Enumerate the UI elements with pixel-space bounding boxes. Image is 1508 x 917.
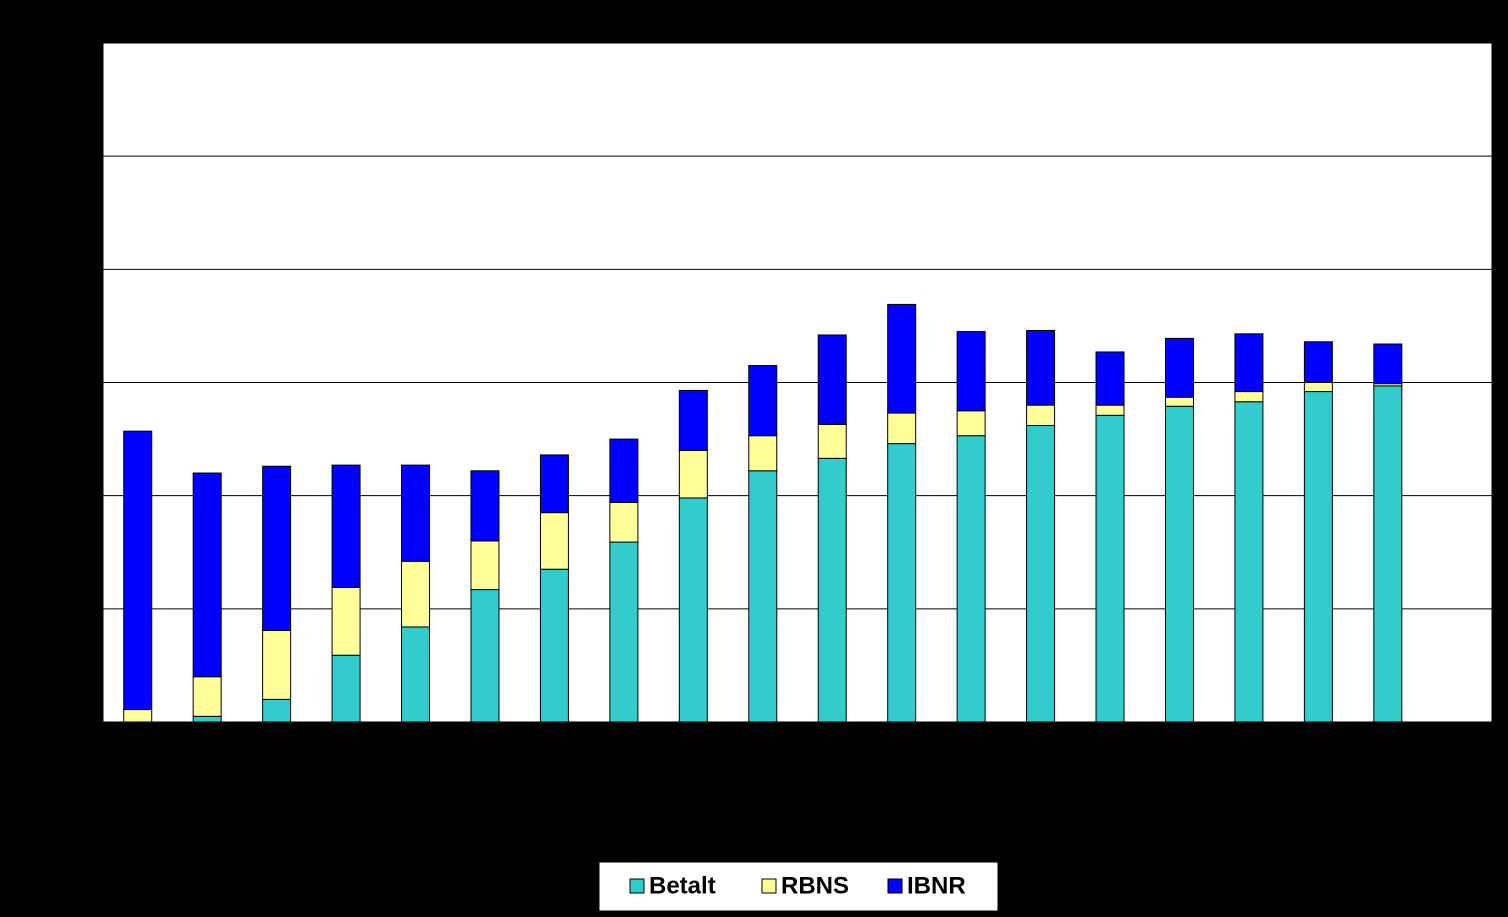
bar-segment xyxy=(262,629,292,700)
bar-segment xyxy=(401,626,431,723)
bar-segment xyxy=(1095,351,1125,406)
legend-swatch xyxy=(761,878,777,894)
bar-segment xyxy=(401,464,431,562)
bar-segment xyxy=(539,512,569,570)
bar-segment xyxy=(1095,414,1125,723)
bar-segment xyxy=(678,389,708,451)
legend xyxy=(598,861,999,912)
bar-segment xyxy=(470,540,500,591)
bar-segment xyxy=(1026,425,1056,723)
bar-segment xyxy=(609,438,639,503)
bar-segment xyxy=(192,676,222,717)
bar-segment xyxy=(539,454,569,514)
legend-label: RBNS xyxy=(781,872,849,899)
bar-segment xyxy=(1164,405,1194,723)
bar-segment xyxy=(262,698,292,723)
bar-segment xyxy=(470,470,500,542)
bar-segment xyxy=(1303,382,1333,393)
bar-segment xyxy=(609,501,639,543)
bar-segment xyxy=(262,465,292,631)
bar-segment xyxy=(748,365,778,437)
bar-segment xyxy=(887,303,917,414)
bar-segment xyxy=(539,568,569,723)
bar-segment xyxy=(331,464,361,588)
bar-segment xyxy=(1234,333,1264,393)
bar-segment xyxy=(817,334,847,425)
bar-segment xyxy=(123,709,153,723)
bar-segment xyxy=(887,412,917,445)
bar-segment xyxy=(956,331,986,412)
bar-segment xyxy=(1234,401,1264,723)
bar-segment xyxy=(1303,341,1333,384)
bar-segment xyxy=(609,541,639,723)
bar-segment xyxy=(1303,391,1333,723)
bar-segment xyxy=(123,430,153,711)
bar-segment xyxy=(1164,337,1194,398)
bar-segment xyxy=(678,497,708,723)
legend-swatch xyxy=(629,878,645,894)
legend-label: Betalt xyxy=(649,872,716,899)
bar-segment xyxy=(192,715,222,723)
bar-segment xyxy=(817,423,847,459)
bar-segment xyxy=(1234,391,1264,403)
bar-segment xyxy=(1026,404,1056,427)
bar-segment xyxy=(1026,329,1056,406)
bar-segment xyxy=(1095,404,1125,416)
bar-segment xyxy=(956,435,986,723)
bar-segment xyxy=(1373,343,1403,385)
bar-segment xyxy=(470,589,500,723)
bar-segment xyxy=(956,410,986,437)
bar-segment xyxy=(887,443,917,723)
bar-segment xyxy=(748,470,778,723)
plot-border xyxy=(102,42,1493,723)
bar-segment xyxy=(331,654,361,723)
bar-segment xyxy=(817,457,847,723)
bar-segment xyxy=(1164,396,1194,407)
bar-segment xyxy=(192,472,222,678)
legend-label: IBNR xyxy=(907,872,966,899)
bar-segment xyxy=(748,435,778,472)
bar-segment xyxy=(331,586,361,656)
legend-swatch xyxy=(887,878,903,894)
bar-segment xyxy=(401,560,431,628)
bar-segment xyxy=(1373,385,1403,723)
bar-segment xyxy=(678,449,708,499)
